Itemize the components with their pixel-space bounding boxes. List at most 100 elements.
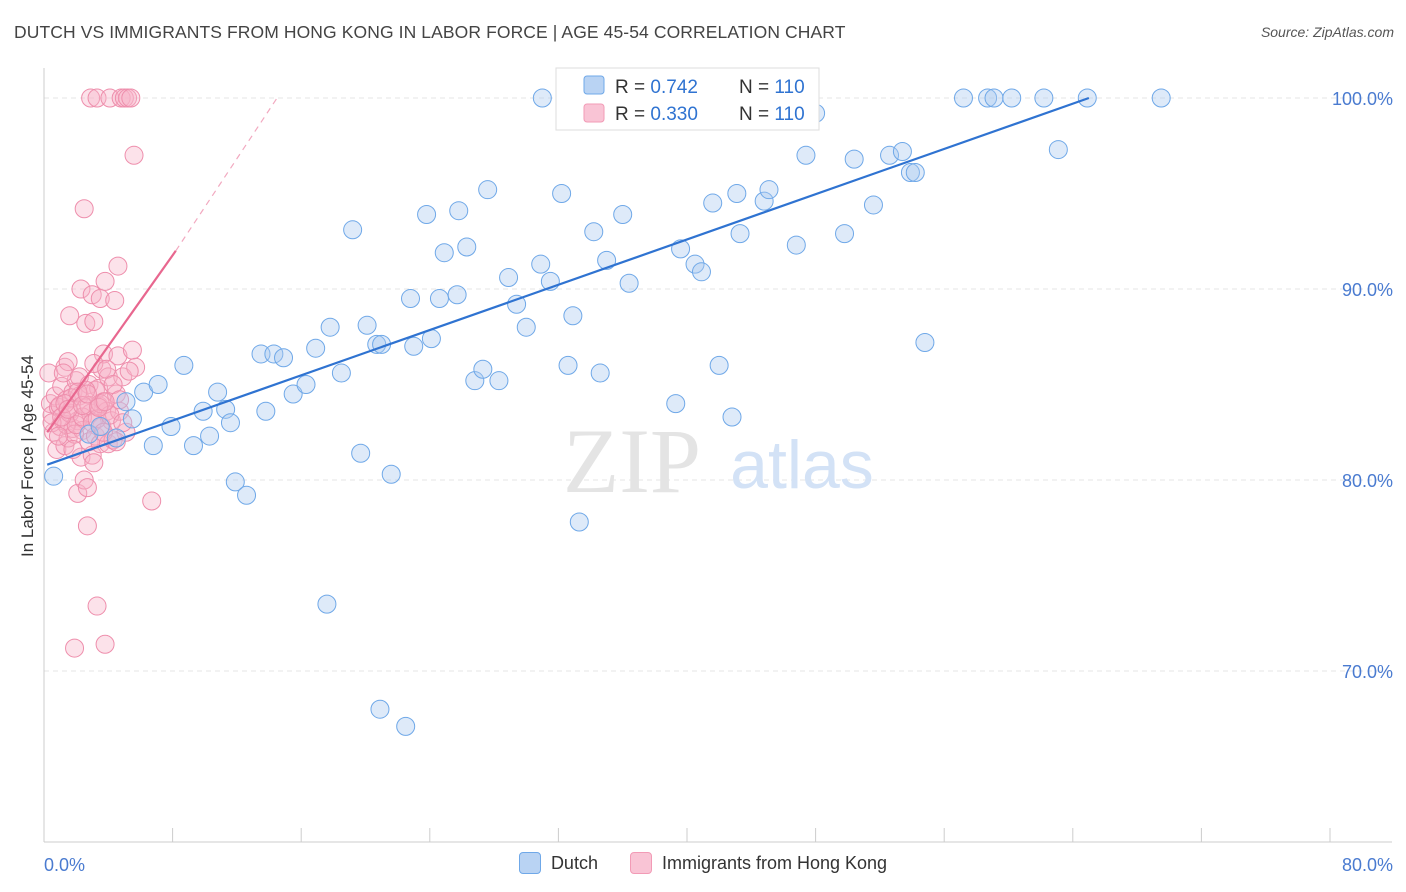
dutch-point[interactable] — [759, 180, 779, 200]
dutch-point[interactable] — [320, 317, 340, 337]
dutch-point[interactable] — [709, 355, 729, 375]
dutch-point[interactable] — [256, 401, 276, 421]
dutch-point[interactable] — [590, 363, 610, 383]
dutch-point[interactable] — [148, 375, 168, 394]
dutch-point[interactable] — [220, 413, 240, 433]
dutch-point[interactable] — [274, 348, 294, 368]
dutch-point[interactable] — [296, 375, 316, 394]
dutch-point[interactable] — [396, 716, 416, 736]
hong-kong-point[interactable] — [142, 491, 162, 511]
dutch-point[interactable] — [44, 466, 64, 486]
dutch-point[interactable] — [283, 384, 303, 404]
dutch-point[interactable] — [457, 237, 477, 257]
dutch-point[interactable] — [174, 355, 194, 375]
dutch-point[interactable] — [915, 332, 935, 352]
hong-kong-point[interactable] — [73, 396, 93, 416]
hong-kong-point[interactable] — [108, 346, 128, 366]
dutch-point[interactable] — [90, 417, 110, 437]
dutch-point[interactable] — [1151, 88, 1171, 108]
hong-kong-point[interactable] — [84, 453, 104, 473]
dutch-point[interactable] — [863, 195, 883, 215]
dutch-point[interactable] — [434, 243, 454, 263]
dutch-point[interactable] — [200, 426, 220, 446]
hong-kong-point[interactable] — [122, 340, 142, 360]
dutch-point[interactable] — [569, 512, 589, 532]
dutch-point[interactable] — [844, 149, 864, 169]
dutch-point[interactable] — [552, 184, 572, 203]
dutch-point[interactable] — [79, 424, 99, 444]
dutch-point[interactable] — [351, 443, 371, 463]
dutch-point[interactable] — [531, 254, 551, 274]
legend-item-hong-kong[interactable]: Immigrants from Hong Kong — [629, 852, 887, 874]
dutch-point[interactable] — [730, 224, 750, 244]
dutch-point[interactable] — [666, 394, 686, 414]
hong-kong-point[interactable] — [124, 145, 144, 165]
dutch-point[interactable] — [381, 464, 401, 484]
hong-kong-point[interactable] — [71, 279, 91, 299]
hong-kong-point[interactable] — [65, 424, 85, 444]
dutch-point[interactable] — [122, 409, 142, 429]
dutch-point[interactable] — [892, 141, 912, 161]
dutch-point[interactable] — [978, 88, 998, 108]
hong-kong-point[interactable] — [110, 390, 130, 410]
dutch-point[interactable] — [703, 193, 723, 213]
hong-kong-point[interactable] — [108, 256, 128, 276]
dutch-point[interactable] — [225, 472, 245, 492]
hong-kong-point[interactable] — [48, 426, 68, 446]
dutch-point[interactable] — [900, 162, 920, 182]
hong-kong-point[interactable] — [77, 516, 97, 536]
hong-kong-point[interactable] — [90, 289, 110, 309]
hong-kong-point[interactable] — [105, 290, 125, 310]
hong-kong-point[interactable] — [121, 88, 141, 108]
dutch-point[interactable] — [597, 250, 617, 270]
hong-kong-point[interactable] — [65, 638, 85, 658]
dutch-point[interactable] — [905, 162, 925, 182]
dutch-point[interactable] — [499, 268, 519, 288]
dutch-point[interactable] — [401, 289, 421, 309]
hong-kong-point[interactable] — [58, 399, 78, 419]
hong-kong-point[interactable] — [95, 392, 115, 412]
dutch-point[interactable] — [984, 88, 1004, 108]
hong-kong-point[interactable] — [95, 634, 115, 654]
dutch-point[interactable] — [722, 407, 742, 427]
dutch-point[interactable] — [264, 344, 284, 364]
dutch-point[interactable] — [584, 222, 604, 242]
dutch-point[interactable] — [343, 220, 363, 240]
dutch-point[interactable] — [473, 359, 493, 379]
dutch-point[interactable] — [306, 338, 326, 358]
dutch-point[interactable] — [193, 401, 213, 421]
dutch-point[interactable] — [183, 436, 203, 456]
dutch-point[interactable] — [563, 306, 583, 326]
dutch-point[interactable] — [507, 294, 527, 314]
dutch-point[interactable] — [429, 289, 449, 309]
dutch-point[interactable] — [532, 88, 552, 108]
dutch-point[interactable] — [953, 88, 973, 108]
dutch-point[interactable] — [880, 145, 900, 165]
hong-kong-point[interactable] — [77, 384, 97, 404]
dutch-point[interactable] — [558, 355, 578, 375]
dutch-point[interactable] — [1048, 140, 1068, 160]
dutch-point[interactable] — [754, 191, 774, 211]
dutch-point[interactable] — [613, 205, 633, 225]
dutch-point[interactable] — [835, 224, 855, 244]
hong-kong-point[interactable] — [87, 596, 107, 616]
dutch-point[interactable] — [447, 285, 467, 305]
hong-kong-point[interactable] — [93, 422, 113, 442]
hong-kong-point[interactable] — [76, 313, 96, 333]
hong-kong-point[interactable] — [60, 306, 80, 326]
dutch-point[interactable] — [357, 315, 377, 335]
hong-kong-point[interactable] — [119, 361, 139, 381]
dutch-point[interactable] — [489, 371, 509, 391]
dutch-point[interactable] — [786, 235, 806, 255]
dutch-point[interactable] — [208, 382, 228, 402]
legend-item-dutch[interactable]: Dutch — [518, 852, 598, 874]
hong-kong-point[interactable] — [95, 271, 115, 291]
dutch-point[interactable] — [143, 436, 163, 456]
dutch-point[interactable] — [116, 392, 136, 412]
dutch-point[interactable] — [478, 180, 498, 200]
dutch-point[interactable] — [317, 594, 337, 614]
dutch-point[interactable] — [1002, 88, 1022, 108]
dutch-point[interactable] — [685, 254, 705, 274]
dutch-point[interactable] — [727, 184, 747, 203]
dutch-point[interactable] — [465, 371, 485, 391]
